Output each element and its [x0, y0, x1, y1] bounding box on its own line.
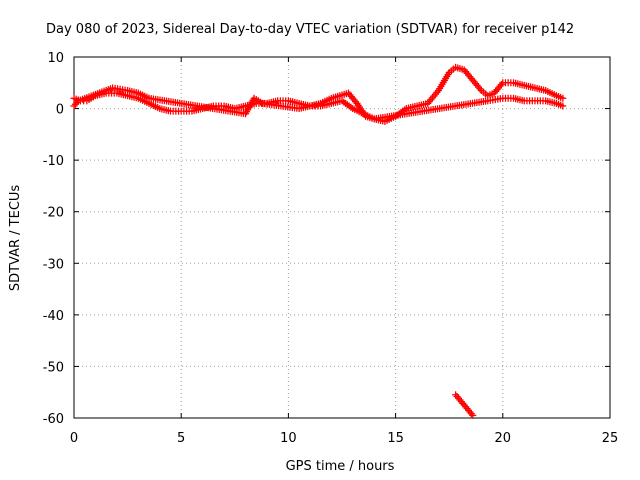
y-tick-label: -40 — [43, 309, 64, 324]
y-axis-label: SDTVAR / TECUs — [8, 185, 23, 292]
data-points — [70, 63, 567, 419]
x-tick-label: 25 — [602, 431, 619, 446]
data-point — [559, 94, 567, 102]
y-tick-label: -10 — [43, 154, 64, 169]
data-point — [559, 102, 567, 110]
y-tick-label: -50 — [43, 360, 64, 375]
grid-lines — [74, 57, 610, 418]
y-tick-label: 0 — [56, 103, 64, 118]
chart-title: Day 080 of 2023, Sidereal Day-to-day VTE… — [46, 22, 574, 37]
x-axis-label: GPS time / hours — [286, 459, 395, 474]
x-tick-label: 20 — [495, 431, 512, 446]
x-tick-label: 5 — [177, 431, 185, 446]
data-point — [469, 411, 477, 419]
y-tick-label: 10 — [47, 51, 64, 66]
x-tick-label: 10 — [280, 431, 297, 446]
x-tick-label: 0 — [70, 431, 78, 446]
y-tick-label: -30 — [43, 257, 64, 272]
y-tick-label: -60 — [43, 412, 64, 427]
axes: 0 5 10 15 20 25 10 0 -10 -20 -30 -40 -50 -60 — [43, 51, 619, 446]
x-tick-label: 15 — [387, 431, 404, 446]
plot-frame — [73, 56, 611, 419]
y-tick-label: -20 — [43, 206, 64, 221]
